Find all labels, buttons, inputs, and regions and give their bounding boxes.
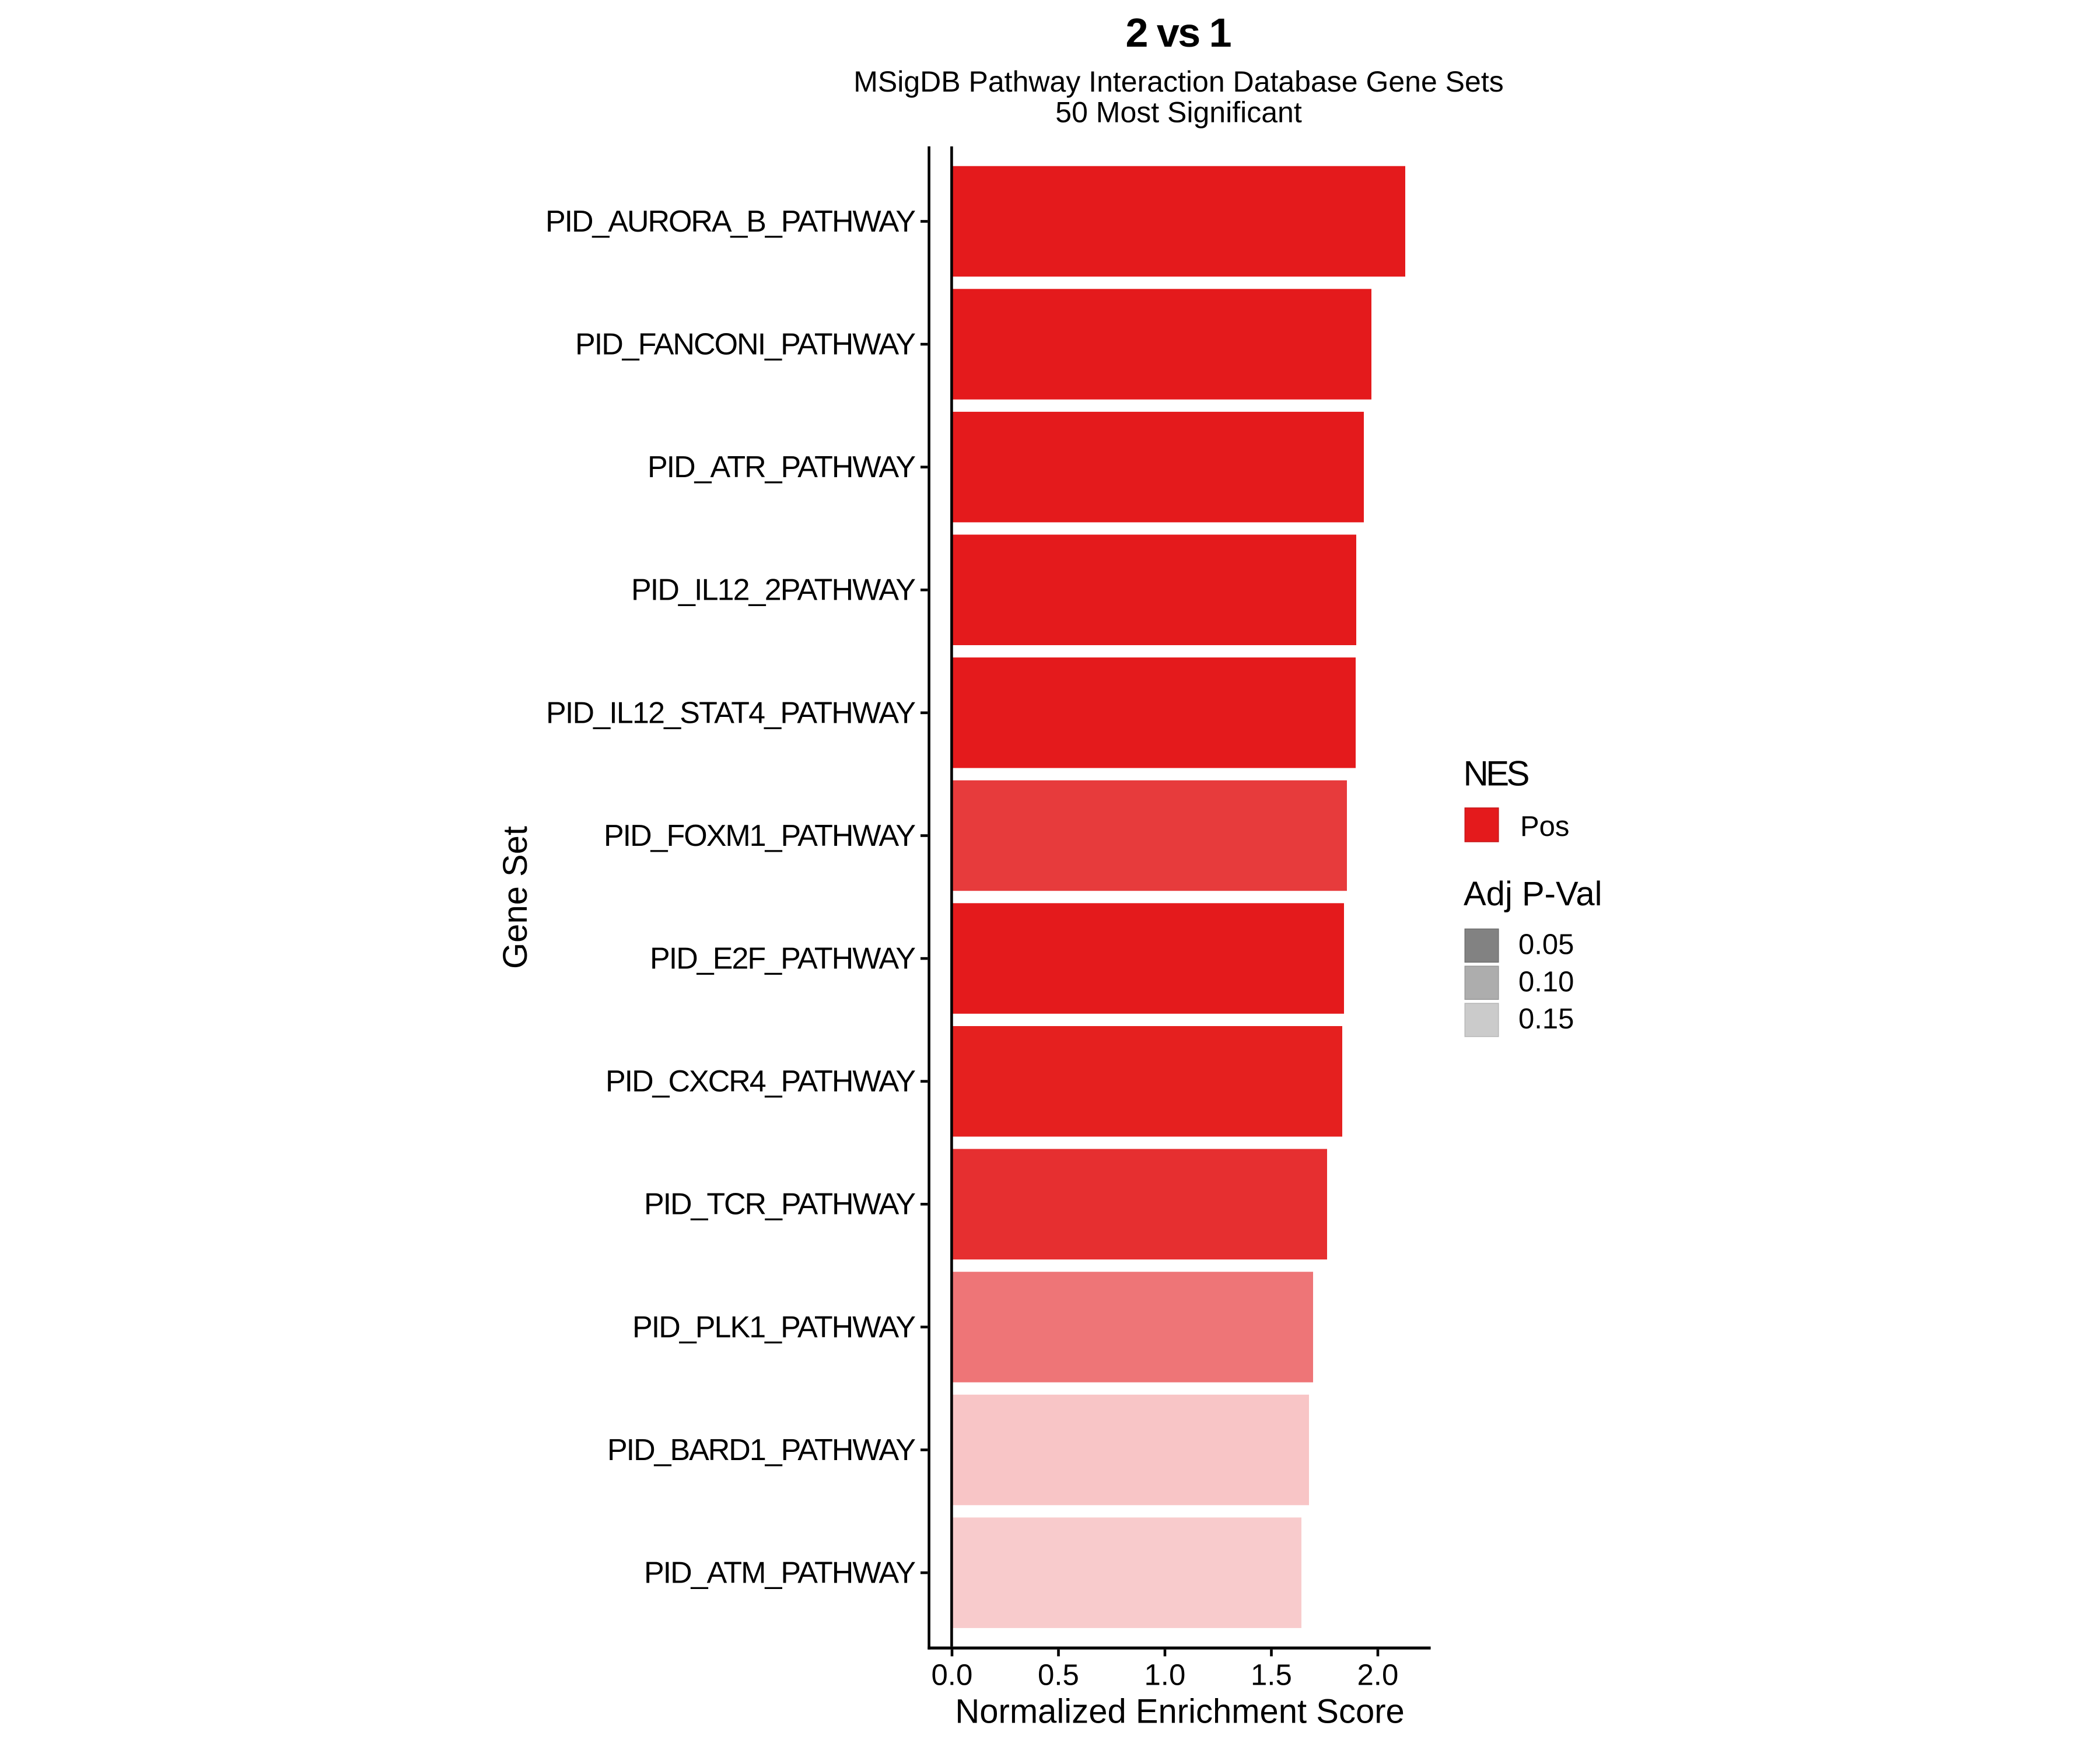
svg-text:PID_BARD1_PATHWAY: PID_BARD1_PATHWAY (607, 1433, 916, 1467)
svg-text:0.10: 0.10 (1518, 966, 1574, 998)
svg-text:PID_IL12_STAT4_PATHWAY: PID_IL12_STAT4_PATHWAY (546, 696, 916, 730)
svg-text:PID_CXCR4_PATHWAY: PID_CXCR4_PATHWAY (606, 1065, 916, 1098)
svg-text:MSigDB Pathway Interaction Dat: MSigDB Pathway Interaction Database Gene… (853, 65, 1503, 98)
svg-text:2 vs 1: 2 vs 1 (1126, 10, 1232, 55)
svg-text:0.5: 0.5 (1038, 1658, 1079, 1692)
svg-text:0.0: 0.0 (931, 1658, 972, 1692)
svg-text:PID_PLK1_PATHWAY: PID_PLK1_PATHWAY (632, 1310, 916, 1344)
svg-text:2.0: 2.0 (1357, 1658, 1398, 1692)
svg-text:Gene Set: Gene Set (496, 826, 534, 969)
svg-text:PID_ATR_PATHWAY: PID_ATR_PATHWAY (648, 450, 916, 484)
svg-text:1.0: 1.0 (1144, 1658, 1185, 1692)
svg-text:Adj P-Val: Adj P-Val (1464, 875, 1602, 913)
svg-text:0.05: 0.05 (1518, 929, 1574, 961)
svg-text:NES: NES (1464, 754, 1530, 793)
svg-text:PID_ATM_PATHWAY: PID_ATM_PATHWAY (644, 1556, 916, 1590)
svg-text:PID_TCR_PATHWAY: PID_TCR_PATHWAY (644, 1188, 916, 1222)
svg-text:PID_E2F_PATHWAY: PID_E2F_PATHWAY (650, 942, 916, 976)
svg-text:Normalized Enrichment Score: Normalized Enrichment Score (955, 1692, 1404, 1730)
svg-text:PID_IL12_2PATHWAY: PID_IL12_2PATHWAY (631, 573, 916, 607)
svg-text:50 Most Significant: 50 Most Significant (1055, 96, 1302, 129)
svg-text:Pos: Pos (1520, 811, 1569, 842)
svg-text:PID_FOXM1_PATHWAY: PID_FOXM1_PATHWAY (604, 819, 916, 853)
svg-text:PID_AURORA_B_PATHWAY: PID_AURORA_B_PATHWAY (545, 205, 916, 239)
svg-text:0.15: 0.15 (1518, 1003, 1574, 1035)
svg-text:1.5: 1.5 (1251, 1658, 1292, 1692)
svg-text:PID_FANCONI_PATHWAY: PID_FANCONI_PATHWAY (575, 328, 916, 362)
